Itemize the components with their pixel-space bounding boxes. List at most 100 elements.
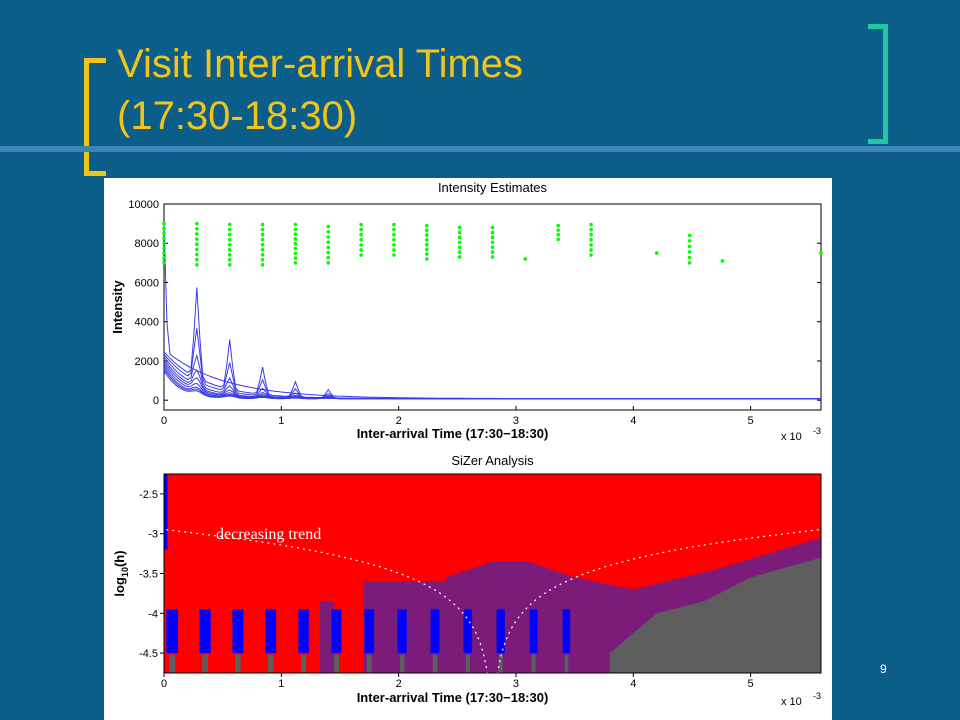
chart2-xtick-label: 4 — [630, 678, 636, 690]
chart2-sparse-cell — [301, 654, 307, 673]
chart1-data-point — [260, 257, 265, 262]
charts-figure: Intensity Estimates 0 2000 4000 6000 8000 1000… — [110, 180, 823, 708]
chart1-data-point — [589, 248, 593, 252]
chart1-data-point — [293, 227, 298, 232]
chart1-data-point — [195, 226, 199, 231]
chart2-increasing-cell — [364, 609, 375, 654]
chart2-sparse-cell — [564, 654, 569, 673]
chart1-data-point — [589, 227, 593, 232]
chart1-data-point — [687, 244, 692, 249]
figure-panel: Intensity Estimates 0 2000 4000 6000 8000 1000… — [104, 178, 832, 720]
chart1-data-point — [260, 247, 265, 252]
chart1-data-point — [227, 242, 232, 247]
chart2-x-multiplier-exponent: -3 — [813, 691, 821, 701]
chart1-data-point — [687, 261, 692, 265]
chart1-data-point — [260, 252, 265, 257]
chart1-ytick-label: 10000 — [128, 199, 159, 211]
chart1-curves — [163, 223, 821, 400]
chart1-data-point — [589, 238, 593, 242]
chart1-data-point — [425, 238, 429, 242]
chart1-data-point — [556, 223, 560, 228]
chart1-data-point — [195, 221, 199, 226]
chart1-data-point — [195, 237, 199, 241]
chart1-data-point — [293, 222, 298, 227]
chart1-data-point — [490, 225, 495, 230]
chart1-data-point — [260, 242, 265, 247]
chart1-data-point — [392, 248, 396, 252]
chart2-increasing-cell — [199, 609, 211, 654]
chart2-sparse-cell — [432, 654, 438, 673]
chart1-data-point — [195, 252, 199, 257]
chart1-data-point — [392, 238, 396, 242]
chart1-data-point — [392, 222, 396, 227]
chart1-data-point — [260, 222, 265, 227]
chart2-title: SiZer Analysis — [451, 453, 534, 468]
chart1-data-point — [589, 232, 593, 237]
chart2-ytick-label: -4.5 — [139, 648, 158, 660]
slide-title-line-2: (17:30-18:30) — [117, 94, 358, 138]
chart2-ytick-label: -3 — [148, 529, 158, 541]
chart1-data-point — [195, 242, 199, 247]
chart1-data-point — [359, 253, 363, 257]
chart2-ytick-label: -2.5 — [139, 489, 158, 501]
chart1-data-point — [326, 261, 331, 265]
chart1-data-point — [589, 222, 593, 227]
chart2-ylabel: log10(h) — [112, 550, 130, 596]
chart1-data-point — [425, 257, 429, 261]
chart1-data-point — [359, 248, 363, 252]
chart1-data-point — [457, 235, 462, 240]
chart1-data-point — [720, 259, 725, 263]
chart1-data-point — [490, 245, 495, 249]
chart1-data-point — [293, 241, 298, 246]
chart1-data-point — [392, 232, 396, 237]
chart1-ytick-label: 2000 — [135, 356, 159, 368]
chart2-ytick-label: -3.5 — [139, 569, 158, 581]
chart1-data-point — [556, 228, 560, 232]
chart1-data-point — [293, 251, 298, 256]
chart1-data-point — [425, 242, 429, 247]
chart2-sparse-cell — [498, 654, 503, 673]
chart1-data-point — [293, 237, 298, 241]
chart2-bandwidth-guide-right — [497, 525, 822, 674]
chart1-data-point — [490, 230, 495, 235]
chart1-data-point — [359, 232, 363, 237]
chart2-sparse-cell — [333, 654, 339, 673]
chart2-xtick-label: 2 — [396, 678, 402, 690]
chart1-data-point — [490, 255, 495, 259]
chart2-increasing-cell — [331, 609, 342, 654]
chart1-data-point — [687, 233, 692, 238]
title-bracket-right — [868, 24, 888, 144]
chart1-data-point — [195, 232, 199, 236]
chart1-data-point — [392, 243, 396, 247]
chart1-data-point — [162, 221, 166, 226]
chart1-data-point — [425, 252, 429, 256]
chart1-x-multiplier: x 10 — [781, 431, 802, 443]
chart1-data-point — [457, 250, 462, 254]
chart1-xlabel: Inter-arrival Time (17:30−18:30) — [357, 426, 549, 441]
chart2-xlabel: Inter-arrival Time (17:30−18:30) — [357, 690, 549, 705]
chart1-data-point — [556, 237, 560, 242]
chart1-data-point — [425, 223, 429, 228]
chart2-insignificant-patch — [320, 601, 335, 673]
chart1-data-point — [162, 261, 166, 265]
chart2-xtick-label: 0 — [161, 678, 167, 690]
chart2-sparse-cell — [169, 654, 176, 673]
chart1-data-point — [162, 231, 166, 236]
chart1-data-point — [425, 247, 429, 252]
chart1-data-point — [260, 227, 265, 232]
chart1-data-point — [260, 237, 265, 242]
chart2-increasing-cell — [397, 609, 407, 654]
chart1-data-point — [162, 256, 166, 260]
chart1-title: Intensity Estimates — [438, 180, 548, 195]
chart2-sparse-cell — [531, 654, 536, 673]
chart2-sparse-cell — [366, 654, 372, 673]
chart1-data-point — [425, 233, 429, 237]
chart1-data-point — [392, 227, 396, 232]
chart1-data-point — [227, 237, 232, 242]
chart1-ytick-label: 8000 — [135, 238, 159, 250]
chart1-data-point — [589, 243, 593, 247]
chart1-data-point — [457, 255, 462, 259]
chart2-comb-pattern — [166, 609, 571, 673]
chart1-data-point — [162, 241, 166, 246]
chart1-data-point — [227, 252, 232, 257]
